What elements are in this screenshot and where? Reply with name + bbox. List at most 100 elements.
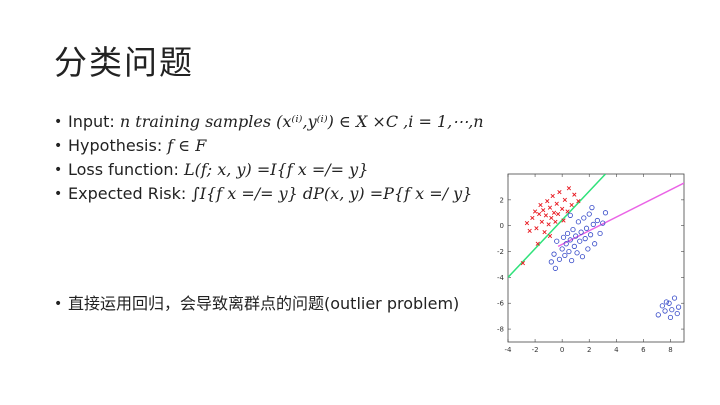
red-x-point	[532, 209, 538, 214]
red-x-point	[555, 211, 561, 217]
red-x-point	[535, 241, 540, 246]
x-tick-label: -2	[532, 346, 539, 354]
bullet-dot: •	[54, 186, 63, 202]
blue-o-point	[671, 295, 678, 301]
scatter-plot: -4 -2 0 2 4 6 8 2 0 -2 -4 -6 -8	[497, 173, 685, 354]
bullet-formula: L(f; x, y) =I{f x =/= y}	[184, 160, 369, 179]
bullet-dot: •	[54, 114, 63, 130]
bullet-formula: f ∈ F	[167, 136, 207, 155]
blue-o-point	[567, 237, 573, 243]
bullet-formula: n training samples (x⁽ⁱ⁾,y⁽ⁱ⁾) ∈ X ×C ,i…	[119, 112, 484, 131]
red-x-point	[554, 201, 559, 206]
y-tick-label: 2	[500, 196, 504, 204]
blue-o-point	[585, 246, 591, 252]
x-tick-label: 4	[614, 346, 619, 354]
red-x-point	[541, 208, 546, 213]
red-x-point	[545, 199, 550, 204]
blue-o-point	[567, 212, 573, 218]
red-x-point	[539, 219, 544, 224]
blue-o-point	[659, 303, 665, 309]
outlier-note-text: 直接运用回归，会导致离群点的问题(outlier problem)	[68, 294, 460, 313]
blue-o-point	[663, 299, 669, 305]
red-x-point	[524, 220, 530, 226]
blue-o-point	[582, 236, 588, 242]
blue-o-point	[667, 314, 674, 321]
x-tick-label: 2	[587, 346, 591, 354]
red-x-point	[547, 233, 553, 239]
blue-o-point	[666, 300, 672, 306]
blue-o-point	[590, 221, 596, 228]
red-x-point	[527, 228, 532, 233]
bullet-hypothesis: • Hypothesis: f ∈ F	[54, 134, 494, 158]
blue-o-point	[560, 234, 567, 240]
red-x-point	[560, 206, 565, 212]
blue-o-point	[548, 259, 554, 265]
red-x-point	[542, 230, 547, 235]
blue-o-point	[552, 265, 558, 271]
blue-o-point	[571, 243, 577, 249]
blue-o-point	[674, 310, 680, 317]
bullet-list: • Input: n training samples (x⁽ⁱ⁾,y⁽ⁱ⁾) …	[54, 110, 494, 206]
red-x-point	[561, 218, 566, 223]
red-x-point	[569, 202, 574, 208]
bullet-dot: •	[54, 162, 63, 178]
blue-o-point	[655, 312, 661, 318]
y-tick-label: -8	[497, 326, 504, 334]
pink-decision-line	[557, 182, 684, 248]
blue-o-point	[583, 225, 590, 231]
x-tick-label: 8	[668, 346, 672, 354]
blue-o-point	[574, 250, 580, 256]
bullet-prefix: Input:	[68, 112, 120, 131]
x-tick-label: 6	[641, 346, 646, 354]
blue-o-point	[569, 257, 575, 264]
red-x-point	[550, 193, 555, 199]
blue-o-point	[551, 251, 557, 257]
bullet-prefix: Loss function:	[68, 160, 185, 179]
blue-o-point	[675, 304, 682, 310]
y-tick-label: -4	[497, 274, 505, 282]
red-x-point	[557, 189, 562, 195]
blue-o-point	[586, 211, 592, 217]
red-x-point	[549, 215, 554, 221]
red-x-point	[538, 202, 543, 208]
bullet-input: • Input: n training samples (x⁽ⁱ⁾,y⁽ⁱ⁾) …	[54, 110, 494, 134]
blue-o-point	[573, 233, 579, 239]
blue-o-point	[602, 210, 609, 216]
blue-o-point	[594, 217, 600, 224]
plot-frame	[507, 173, 685, 343]
y-tick-label: 0	[500, 222, 504, 230]
blue-o-point	[579, 254, 586, 260]
blue-o-point	[600, 220, 606, 226]
red-x-point	[520, 261, 526, 266]
blue-o-point	[578, 229, 584, 235]
blue-o-point	[662, 308, 668, 314]
blue-o-point	[581, 215, 587, 221]
bullet-loss-function: • Loss function: L(f; x, y) =I{f x =/= y…	[54, 158, 494, 182]
blue-o-point	[562, 252, 568, 259]
y-tick-label: -2	[497, 248, 504, 256]
blue-o-point	[566, 248, 572, 255]
red-x-point	[551, 210, 557, 215]
blue-o-point	[577, 238, 583, 244]
red-x-point	[565, 209, 570, 214]
red-x-point	[543, 213, 549, 218]
red-x-point	[534, 226, 539, 231]
blue-o-point	[563, 241, 569, 247]
bullet-expected-risk: • Expected Risk: ∫I{f x =/= y} dP(x, y) …	[54, 182, 494, 206]
green-decision-line	[508, 174, 607, 278]
bullet-dot: •	[54, 138, 63, 154]
red-x-point	[530, 215, 535, 221]
slide-title: 分类问题	[54, 43, 194, 82]
red-x-point	[562, 197, 567, 202]
x-tick-label: 0	[560, 346, 564, 354]
bullet-outlier-note: • 直接运用回归，会导致离群点的问题(outlier problem)	[54, 293, 508, 315]
red-x-point	[553, 219, 558, 224]
bullet-dot: •	[54, 296, 63, 312]
blue-o-point	[564, 230, 571, 237]
blue-o-point	[597, 230, 603, 237]
red-x-point	[546, 222, 551, 227]
blue-o-point	[559, 246, 565, 252]
red-x-point	[547, 205, 553, 210]
red-x-point	[566, 186, 572, 191]
